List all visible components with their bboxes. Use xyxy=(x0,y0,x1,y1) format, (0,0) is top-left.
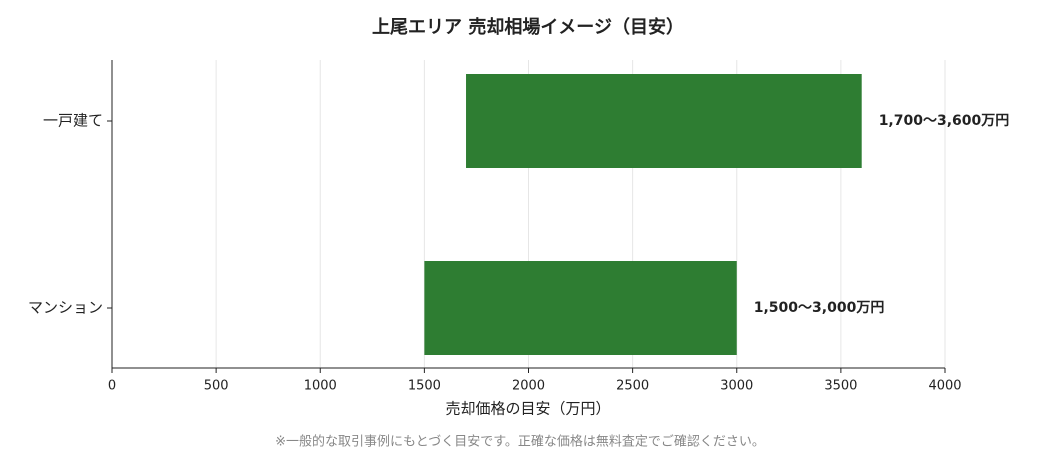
y-tick-label: マンション xyxy=(28,299,103,317)
footnote: ※一般的な取引事例にもとづく目安です。正確な価格は無料査定でご確認ください。 xyxy=(275,434,765,450)
x-tick-label: 4000 xyxy=(928,379,961,394)
value-label: 1,500〜3,000万円 xyxy=(754,300,885,316)
x-tick-label: 500 xyxy=(204,379,229,394)
y-tick-label: 一戸建て xyxy=(43,112,103,130)
x-tick-label: 3000 xyxy=(720,379,753,394)
x-tick-label: 3500 xyxy=(824,379,857,394)
x-tick-label: 0 xyxy=(108,379,116,394)
chart-title: 上尾エリア 売却相場イメージ（目安） xyxy=(372,16,684,38)
value-label: 1,700〜3,600万円 xyxy=(879,113,1010,129)
x-axis-label: 売却価格の目安（万円） xyxy=(445,400,610,418)
x-tick-label: 1000 xyxy=(304,379,337,394)
x-tick-label: 2000 xyxy=(512,379,545,394)
bar xyxy=(466,74,862,168)
bar xyxy=(424,261,737,355)
x-tick-label: 1500 xyxy=(408,379,441,394)
x-tick-label: 2500 xyxy=(616,379,649,394)
